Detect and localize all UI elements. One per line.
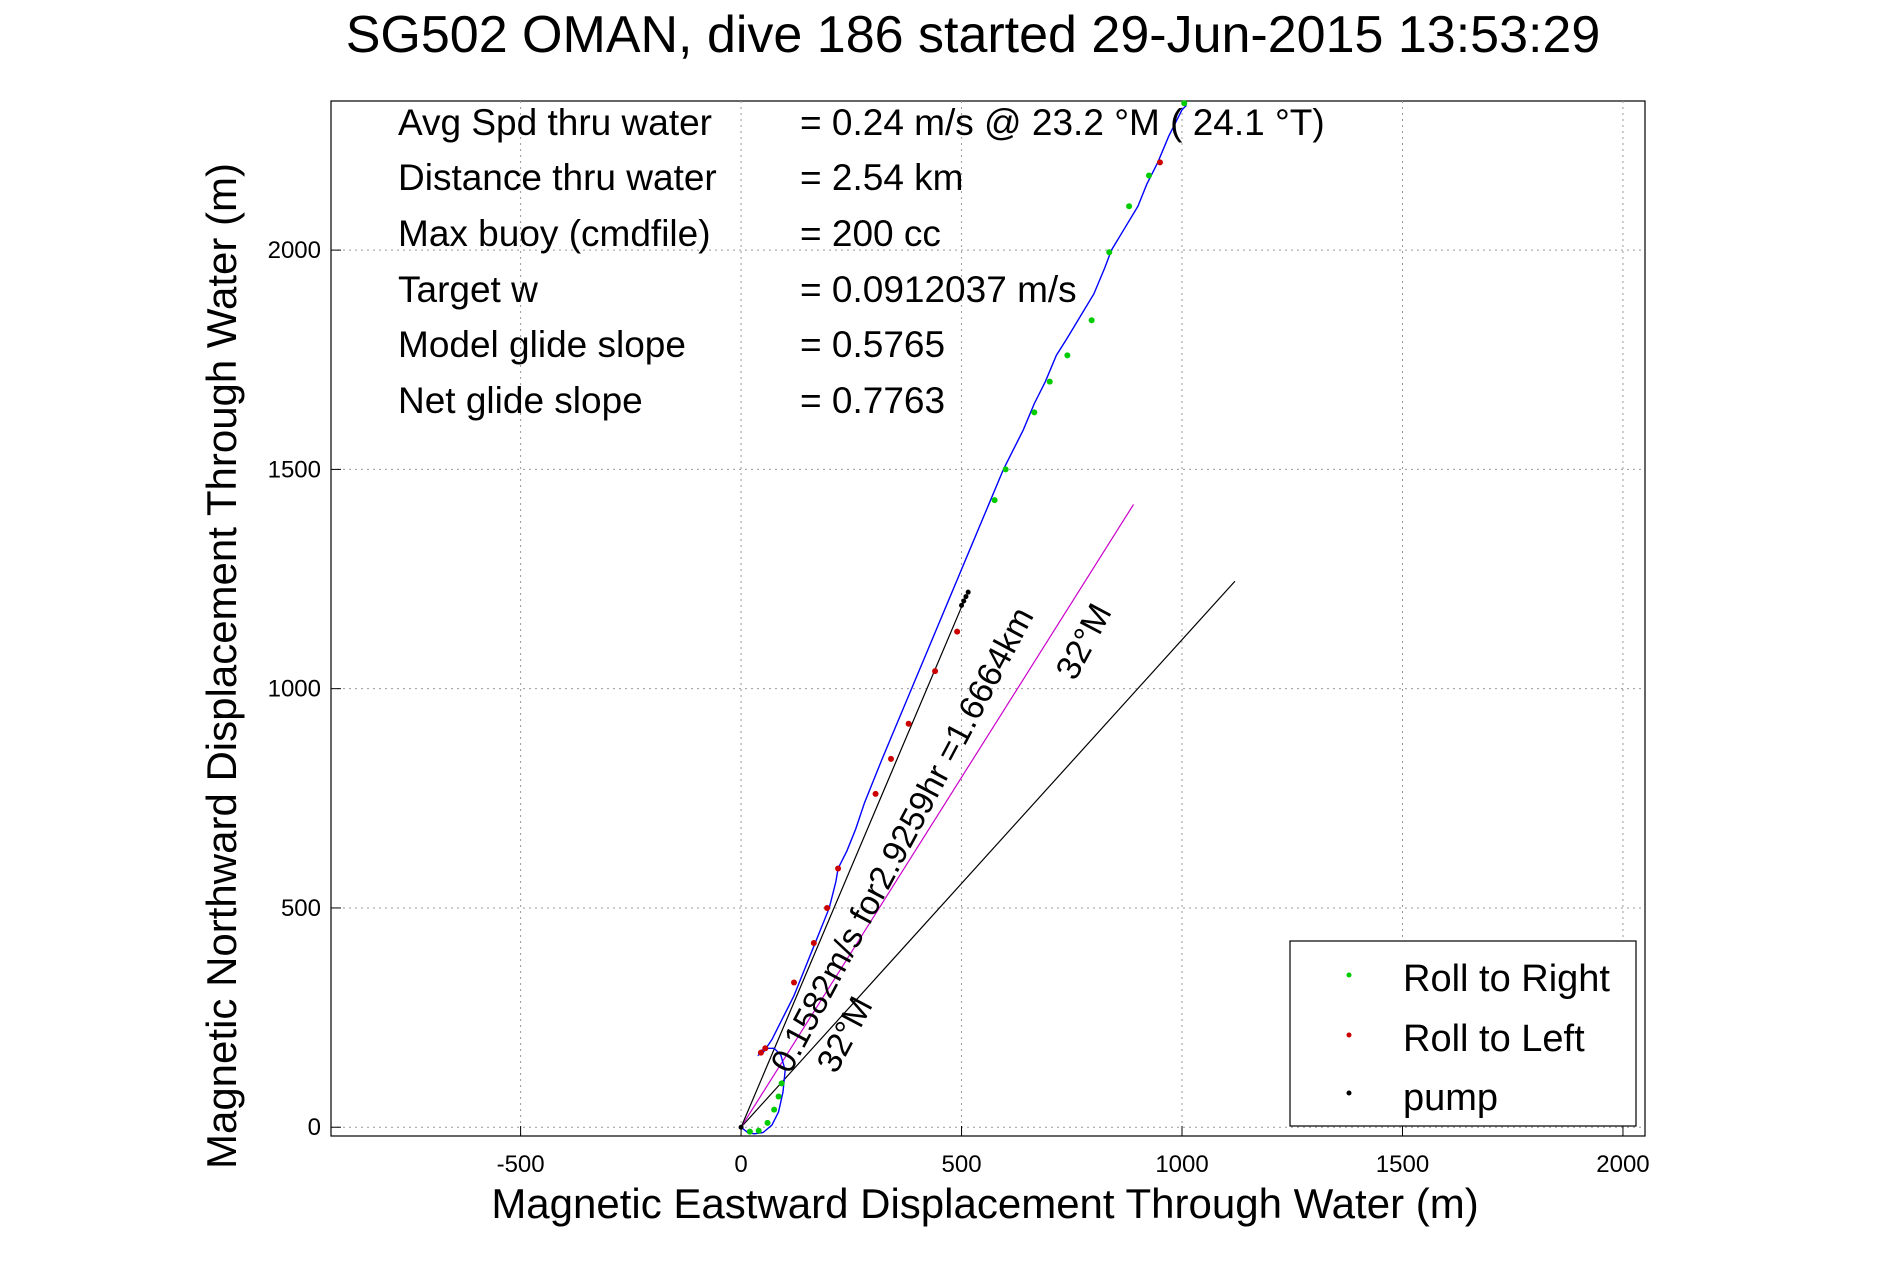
stat-label-3: Target w: [398, 269, 538, 310]
legend-marker-roll-left: [1346, 1032, 1352, 1038]
track-line: [740, 104, 1187, 1135]
stat-label-5: Net glide slope: [398, 380, 643, 421]
pump-point: [963, 594, 969, 600]
legend-label-pump: pump: [1403, 1077, 1498, 1119]
roll-left-point: [762, 1045, 769, 1052]
axis-ticks: -500 0 500 1000 1500 2000 0 500 1000 1500 2000: [268, 237, 1650, 1178]
roll-right-point: [1002, 466, 1009, 473]
legend-marker-roll-right: [1346, 972, 1352, 978]
roll-left-point: [954, 628, 961, 635]
roll-left-point: [810, 940, 817, 947]
roll-right-point: [991, 497, 998, 504]
stat-label-2: Max buoy (cmdfile): [398, 213, 711, 254]
stat-value-5: = 0.7763: [800, 380, 945, 421]
y-axis-label: Magnetic Northward Displacement Through …: [198, 163, 245, 1169]
plot-area: -500 0 500 1000 1500 2000 0 500 1000 1500 2000: [268, 100, 1650, 1178]
stat-value-1: = 2.54 km: [800, 157, 964, 198]
roll-left-point: [835, 865, 842, 872]
roll-right-point: [755, 1127, 762, 1134]
roll-right-point: [1106, 249, 1113, 256]
roll-right-point: [1046, 378, 1053, 385]
data-layer: [738, 100, 1236, 1135]
roll-right-point: [1064, 352, 1071, 359]
legend-label-roll-right: Roll to Right: [1403, 958, 1610, 1000]
chart-title: SG502 OMAN, dive 186 started 29-Jun-2015…: [346, 6, 1601, 64]
y-tick-label: 500: [281, 895, 321, 922]
stats-block: Avg Spd thru water = 0.24 m/s @ 23.2 °M …: [398, 102, 1325, 421]
heading-line: [740, 580, 1236, 1128]
legend-label-roll-left: Roll to Left: [1403, 1018, 1585, 1060]
current-annotation: 0.1582m/s for2.9259hr =1.6664km: [764, 601, 1042, 1079]
roll-right-point: [778, 1080, 785, 1087]
stat-label-4: Model glide slope: [398, 324, 686, 365]
roll-left-point: [824, 904, 831, 911]
roll-left-point: [790, 979, 797, 986]
pump-point: [965, 589, 971, 595]
pump-point: [738, 1124, 744, 1130]
stat-label-0: Avg Spd thru water: [398, 102, 712, 143]
x-tick-label: 500: [942, 1151, 982, 1178]
x-tick-label: 2000: [1596, 1151, 1649, 1178]
roll-right-point: [1126, 203, 1133, 210]
roll-left-point: [932, 668, 939, 675]
roll-right-point: [1145, 172, 1152, 179]
roll-right-point: [1181, 100, 1188, 107]
stat-value-4: = 0.5765: [800, 324, 945, 365]
roll-right-point: [775, 1093, 782, 1100]
x-axis-label: Magnetic Eastward Displacement Through W…: [491, 1180, 1478, 1227]
pump-point: [961, 598, 967, 604]
roll-left-point: [905, 720, 912, 727]
roll-right-point: [771, 1106, 778, 1113]
roll-right-point: [764, 1119, 771, 1126]
heading-annotation-upper: 32°M: [1049, 598, 1120, 686]
roll-left-point: [1156, 159, 1163, 166]
y-tick-label: 2000: [268, 237, 321, 264]
x-tick-label: 1000: [1155, 1151, 1208, 1178]
y-tick-label: 1000: [268, 676, 321, 703]
legend: Roll to Right Roll to Left pump: [1289, 940, 1637, 1127]
roll-left-point: [757, 1049, 764, 1056]
x-tick-label: 0: [734, 1151, 747, 1178]
x-tick-label: -500: [497, 1151, 545, 1178]
y-tick-label: 0: [308, 1114, 321, 1141]
current-line: [740, 504, 1135, 1128]
roll-right-point: [1031, 409, 1038, 416]
plot-frame: [330, 100, 1646, 1137]
legend-marker-pump: [1346, 1090, 1352, 1096]
grid: [331, 101, 1645, 1136]
stat-label-1: Distance thru water: [398, 157, 717, 198]
roll-left-point: [887, 755, 894, 762]
roll-left-point: [872, 790, 879, 797]
stat-value-0: = 0.24 m/s @ 23.2 °M ( 24.1 °T): [800, 102, 1325, 143]
y-tick-label: 1500: [268, 456, 321, 483]
stat-value-3: = 0.0912037 m/s: [800, 269, 1077, 310]
x-tick-label: 1500: [1376, 1151, 1429, 1178]
annotations: 0.1582m/s for2.9259hr =1.6664km 32°M 32°…: [764, 598, 1120, 1079]
roll-right-point: [746, 1128, 753, 1135]
pump-point: [959, 602, 965, 608]
stat-value-2: = 200 cc: [800, 213, 941, 254]
pump-segment-line: [740, 596, 967, 1128]
roll-right-point: [1088, 317, 1095, 324]
